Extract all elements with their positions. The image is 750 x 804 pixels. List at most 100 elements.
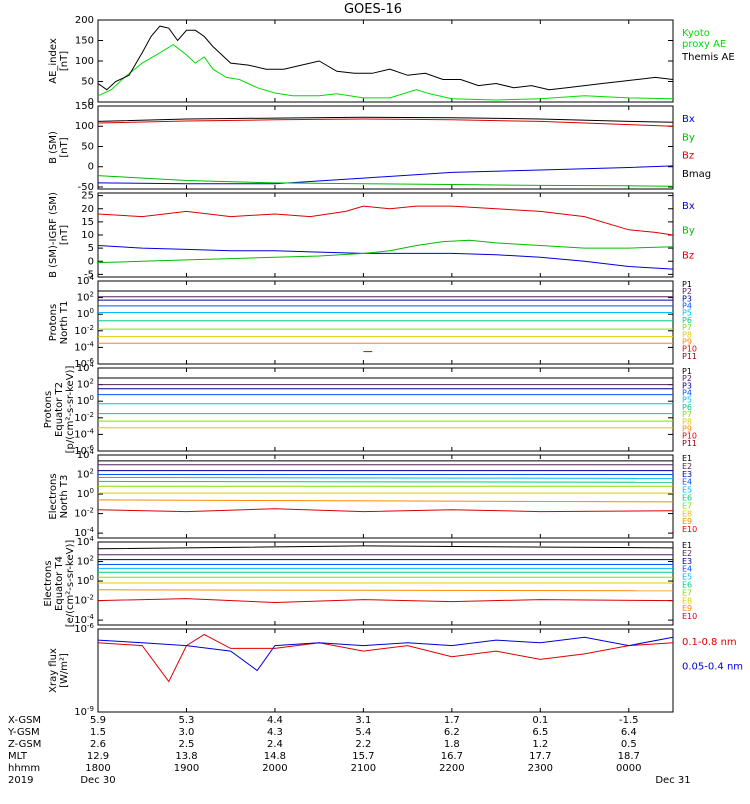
legend-entry-3-2: P3 xyxy=(682,294,692,303)
orbit-value: 13.8 xyxy=(175,751,197,762)
orbit-value: 0000 xyxy=(616,763,641,774)
y-tick-label-2: 5 xyxy=(88,243,94,254)
y-tick-label-2: 0 xyxy=(88,256,94,267)
y-tick-label-3: 102 xyxy=(77,291,94,304)
orbit-row-label: X-GSM xyxy=(8,715,41,726)
y-axis-label-7: Xray flux xyxy=(48,648,59,693)
legend-entry-4-3: P4 xyxy=(682,389,692,398)
orbit-value: 4.4 xyxy=(267,715,283,726)
legend-entry-6-9: E10 xyxy=(682,612,697,621)
series-line-6-0 xyxy=(97,545,674,550)
legend-entry-5-4: E5 xyxy=(682,486,692,495)
y-tick-label-4: 102 xyxy=(77,378,94,391)
y-tick-label-3: 100 xyxy=(77,307,94,320)
y-tick-label-0: 100 xyxy=(75,56,94,67)
y-axis-label-1: [nT] xyxy=(59,137,70,157)
orbit-value: 5.4 xyxy=(355,727,371,738)
legend-entry-6-3: E4 xyxy=(682,565,692,574)
orbit-value: 14.8 xyxy=(264,751,286,762)
legend-entry-2-0: Bx xyxy=(682,201,695,212)
y-tick-label-3: 10-4 xyxy=(74,340,94,353)
y-axis-label-0: [nT] xyxy=(59,51,70,71)
orbit-row-label: Z-GSM xyxy=(8,739,41,750)
legend-entry-4-5: P6 xyxy=(682,403,692,412)
legend-entry-6-5: E6 xyxy=(682,581,692,590)
y-tick-label-0: 150 xyxy=(75,36,94,47)
legend-entry-6-6: E7 xyxy=(682,588,692,597)
legend-entry-4-0: P1 xyxy=(682,367,692,376)
y-tick-label-0: 200 xyxy=(75,15,94,26)
legend-entry-3-1: P2 xyxy=(682,287,692,296)
date-year: 2019 xyxy=(8,775,33,786)
chart-title: GOES-16 xyxy=(344,2,402,17)
legend-entry-6-4: E5 xyxy=(682,573,692,582)
y-axis-label-6: Electrons xyxy=(43,560,54,606)
y-axis-label-2: B (SM)-IGRF (SM) xyxy=(48,192,59,278)
y-axis-label-6: Equator T4 xyxy=(54,556,65,611)
orbit-value: 1800 xyxy=(85,763,110,774)
legend-entry-4-2: P3 xyxy=(682,381,692,390)
legend-entry-4-8: P9 xyxy=(682,424,692,433)
legend-entry-6-7: E8 xyxy=(682,596,692,605)
legend-entry-3-8: P9 xyxy=(682,337,692,346)
orbit-value: 2000 xyxy=(262,763,287,774)
series-line-7-1 xyxy=(97,636,674,672)
y-axis-label-5: North T3 xyxy=(59,475,70,519)
y-tick-label-5: 10-2 xyxy=(74,507,94,520)
orbit-value: 0.1 xyxy=(532,715,548,726)
orbit-row-label: MLT xyxy=(8,751,28,762)
y-tick-label-6: 100 xyxy=(77,574,94,587)
legend-entry-3-7: P8 xyxy=(682,330,692,339)
orbit-value: 15.7 xyxy=(352,751,374,762)
y-tick-label-1: 50 xyxy=(81,141,94,152)
orbit-value: 4.3 xyxy=(267,727,283,738)
y-axis-label-6: [e/(cm²-s-sr-keV)] xyxy=(65,540,76,628)
orbit-value: 16.7 xyxy=(441,751,463,762)
legend-entry-3-3: P4 xyxy=(682,302,692,311)
series-line-1-2 xyxy=(97,118,674,127)
legend-entry-2-1: By xyxy=(682,226,695,237)
legend-entry-5-1: E2 xyxy=(682,462,692,471)
legend-entry-4-7: P8 xyxy=(682,417,692,426)
legend-entry-4-10: P11 xyxy=(682,439,697,448)
orbit-value: 6.2 xyxy=(444,727,460,738)
y-axis-label-4: Protons xyxy=(43,391,54,428)
legend-entry-1-1: By xyxy=(682,132,695,143)
date-end: Dec 31 xyxy=(655,775,690,786)
legend-entry-6-2: E3 xyxy=(682,557,692,566)
series-line-6-9 xyxy=(97,598,674,604)
series-line-5-4 xyxy=(97,477,674,479)
y-tick-label-3: 104 xyxy=(77,274,95,287)
legend-entry-4-4: P5 xyxy=(682,396,692,405)
orbit-value: 1900 xyxy=(174,763,199,774)
series-line-0-1 xyxy=(97,25,674,91)
y-axis-label-4: [p/(cm²-s-sr-keV)] xyxy=(65,366,76,454)
orbit-value: 3.0 xyxy=(179,727,195,738)
panel-frame-2 xyxy=(97,192,674,278)
orbit-value: 1.7 xyxy=(444,715,460,726)
series-line-1-1 xyxy=(97,175,674,187)
y-tick-label-2: 10 xyxy=(81,230,94,241)
y-axis-label-1: B (SM) xyxy=(48,131,59,164)
series-line-1-0 xyxy=(97,165,674,185)
series-line-6-8 xyxy=(97,589,674,592)
legend-entry-5-0: E1 xyxy=(682,454,692,463)
orbit-value: 17.7 xyxy=(529,751,551,762)
y-axis-label-5: Electrons xyxy=(48,473,59,519)
y-tick-label-1: 0 xyxy=(88,162,94,173)
y-tick-label-1: 150 xyxy=(75,101,94,112)
y-tick-label-4: 10-4 xyxy=(74,427,94,440)
legend-entry-4-6: P7 xyxy=(682,410,692,419)
orbit-value: 12.9 xyxy=(87,751,109,762)
orbit-value: 1.2 xyxy=(532,739,548,750)
orbit-value: 2100 xyxy=(351,763,376,774)
series-line-0-0 xyxy=(97,43,674,101)
orbit-value: 1.5 xyxy=(90,727,106,738)
legend-entry-3-5: P6 xyxy=(682,316,692,325)
y-tick-label-2: -5 xyxy=(84,269,94,280)
legend-entry-7-1: 0.05-0.4 nm xyxy=(682,661,743,672)
series-line-5-5 xyxy=(97,480,674,483)
y-tick-label-5: 100 xyxy=(77,487,94,500)
